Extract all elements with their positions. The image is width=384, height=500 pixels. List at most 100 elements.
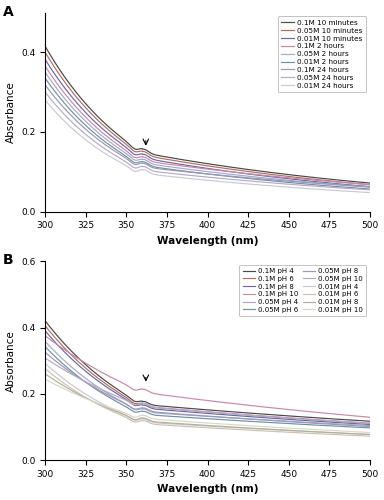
0.1M 24 hours [358, 184, 363, 190]
0.05M pH 8 [60, 363, 64, 369]
0.01M pH 6 [60, 379, 64, 385]
0.01M pH 10 [358, 429, 362, 435]
0.05M 10 minutes [367, 182, 372, 188]
0.1M 24 hours [298, 179, 303, 185]
0.01M pH 4 [367, 432, 372, 438]
0.1M pH 4 [192, 406, 197, 412]
0.01M 10 minutes [298, 177, 303, 183]
0.1M 2 hours [298, 176, 303, 182]
0.1M pH 8 [201, 410, 205, 416]
0.05M pH 10 [298, 416, 303, 422]
0.05M 2 hours [358, 184, 363, 190]
0.01M 10 minutes [358, 183, 362, 189]
0.1M pH 8 [358, 421, 362, 427]
0.05M 24 hours [201, 174, 205, 180]
0.1M pH 6 [367, 420, 372, 426]
0.05M pH 6 [358, 424, 362, 430]
Line: 0.05M 2 hours: 0.05M 2 hours [45, 72, 370, 187]
0.1M pH 8 [298, 417, 303, 423]
0.05M pH 6 [43, 344, 48, 349]
0.01M pH 8 [201, 422, 205, 428]
0.05M 10 minutes [298, 175, 303, 181]
0.1M pH 4 [298, 414, 303, 420]
Line: 0.05M pH 4: 0.05M pH 4 [45, 342, 370, 425]
0.01M 24 hours [298, 185, 303, 191]
0.01M pH 4 [358, 431, 362, 437]
0.05M 24 hours [367, 187, 372, 193]
0.05M pH 4 [358, 422, 363, 428]
Y-axis label: Absorbance: Absorbance [5, 330, 16, 392]
0.01M 24 hours [358, 189, 363, 195]
0.1M pH 6 [298, 416, 303, 422]
0.05M 10 minutes [60, 75, 64, 81]
0.1M pH 10 [298, 408, 303, 414]
Line: 0.1M pH 4: 0.1M pH 4 [45, 321, 370, 421]
0.01M 24 hours [358, 189, 362, 195]
X-axis label: Wavelength (nm): Wavelength (nm) [157, 484, 258, 494]
0.05M 24 hours [192, 173, 197, 179]
0.1M 10 minutes [192, 158, 197, 164]
0.1M 2 hours [192, 164, 197, 170]
Line: 0.05M 10 minutes: 0.05M 10 minutes [45, 52, 370, 184]
0.05M pH 8 [192, 412, 197, 418]
0.1M pH 10 [201, 397, 205, 403]
Line: 0.01M pH 10: 0.01M pH 10 [45, 379, 370, 432]
0.05M pH 8 [358, 423, 362, 429]
0.05M pH 8 [358, 423, 363, 429]
Y-axis label: Absorbance: Absorbance [5, 81, 16, 143]
0.1M pH 4 [358, 418, 363, 424]
0.05M 10 minutes [192, 161, 197, 167]
Line: 0.05M pH 6: 0.05M pH 6 [45, 346, 370, 428]
0.05M 2 hours [367, 184, 372, 190]
0.1M pH 6 [60, 342, 64, 348]
0.1M pH 8 [367, 422, 372, 428]
Line: 0.01M 24 hours: 0.01M 24 hours [45, 100, 370, 192]
0.01M 2 hours [201, 170, 205, 176]
0.01M pH 8 [43, 371, 48, 377]
0.05M pH 6 [298, 422, 303, 428]
0.01M pH 10 [192, 419, 197, 425]
0.1M 24 hours [358, 184, 362, 190]
0.1M 2 hours [60, 87, 64, 93]
0.05M pH 8 [43, 350, 48, 356]
0.01M pH 8 [358, 431, 363, 437]
Line: 0.01M 10 minutes: 0.01M 10 minutes [45, 60, 370, 186]
0.05M pH 4 [43, 338, 48, 344]
0.05M pH 10 [367, 420, 372, 426]
0.05M 2 hours [358, 184, 362, 190]
0.05M 10 minutes [201, 162, 205, 168]
0.01M pH 8 [192, 422, 197, 428]
0.1M pH 10 [358, 414, 362, 420]
0.01M pH 8 [367, 432, 372, 438]
0.05M 24 hours [60, 108, 64, 114]
0.1M pH 10 [367, 414, 372, 420]
0.1M pH 4 [358, 418, 362, 424]
Line: 0.1M pH 10: 0.1M pH 10 [45, 336, 370, 417]
Line: 0.01M 2 hours: 0.01M 2 hours [45, 78, 370, 189]
0.1M pH 4 [201, 406, 205, 412]
0.1M 24 hours [43, 82, 48, 88]
0.01M pH 4 [192, 422, 197, 428]
0.01M 24 hours [192, 176, 197, 182]
0.01M pH 10 [43, 376, 48, 382]
0.1M pH 8 [192, 410, 197, 416]
0.01M 2 hours [298, 180, 303, 186]
0.01M pH 6 [298, 430, 303, 436]
Legend: 0.1M pH 4, 0.1M pH 6, 0.1M pH 8, 0.1M pH 10, 0.05M pH 4, 0.05M pH 6, 0.05M pH 8,: 0.1M pH 4, 0.1M pH 6, 0.1M pH 8, 0.1M pH… [240, 264, 366, 316]
0.01M pH 6 [201, 424, 205, 430]
0.1M 24 hours [60, 102, 64, 108]
0.05M pH 4 [60, 355, 64, 361]
0.05M pH 6 [201, 416, 205, 422]
0.1M 2 hours [367, 182, 372, 188]
0.05M pH 8 [367, 424, 372, 430]
X-axis label: Wavelength (nm): Wavelength (nm) [157, 236, 258, 246]
Line: 0.1M 10 minutes: 0.1M 10 minutes [45, 46, 370, 183]
0.05M pH 10 [192, 408, 197, 414]
0.1M 24 hours [192, 170, 197, 175]
0.1M pH 6 [358, 420, 363, 426]
0.1M pH 8 [358, 421, 363, 427]
0.05M pH 4 [367, 422, 372, 428]
0.01M 2 hours [358, 186, 363, 192]
Legend: 0.1M 10 minutes, 0.05M 10 minutes, 0.01M 10 minutes, 0.1M 2 hours, 0.05M 2 hours: 0.1M 10 minutes, 0.05M 10 minutes, 0.01M… [278, 16, 366, 92]
Line: 0.05M pH 10: 0.05M pH 10 [45, 358, 370, 423]
